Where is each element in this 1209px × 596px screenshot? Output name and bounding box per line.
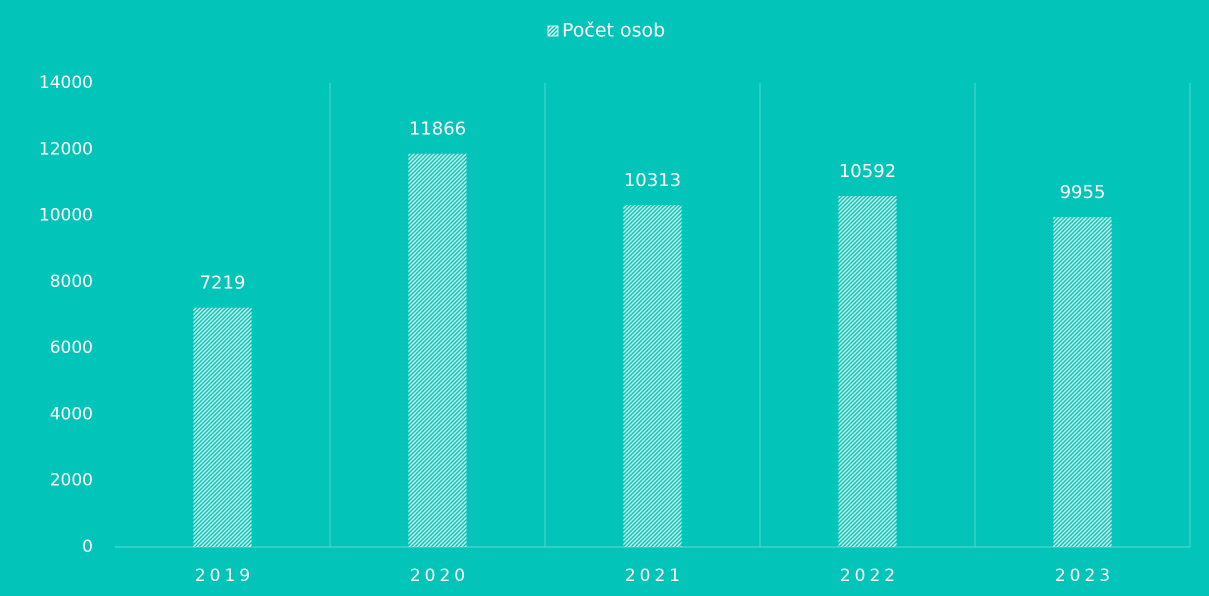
data-label: 10313 [624, 170, 681, 191]
data-label: 10592 [839, 161, 896, 182]
y-tick-label: 4000 [50, 404, 93, 424]
y-tick-label: 8000 [50, 272, 93, 292]
y-tick-label: 2000 [50, 471, 93, 491]
y-tick-label: 14000 [39, 73, 93, 93]
x-tick-label: 2022 [840, 566, 899, 586]
legend-label: Počet osob [562, 20, 665, 42]
data-label: 11866 [409, 119, 466, 140]
legend-swatch [547, 25, 559, 37]
data-label: 9955 [1060, 182, 1106, 203]
bar [1053, 217, 1112, 547]
bar [623, 205, 682, 548]
bar [193, 307, 252, 547]
y-tick-label: 12000 [39, 139, 93, 159]
x-tick-label: 2019 [195, 566, 254, 586]
y-tick-label: 0 [82, 537, 93, 557]
x-tick-label: 2023 [1055, 566, 1114, 586]
bar [838, 195, 897, 547]
y-tick-label: 6000 [50, 338, 93, 358]
x-tick-label: 2021 [625, 566, 684, 586]
bar [408, 153, 467, 547]
data-label: 7219 [200, 273, 246, 294]
x-tick-label: 2020 [410, 566, 469, 586]
y-tick-label: 10000 [39, 206, 93, 226]
